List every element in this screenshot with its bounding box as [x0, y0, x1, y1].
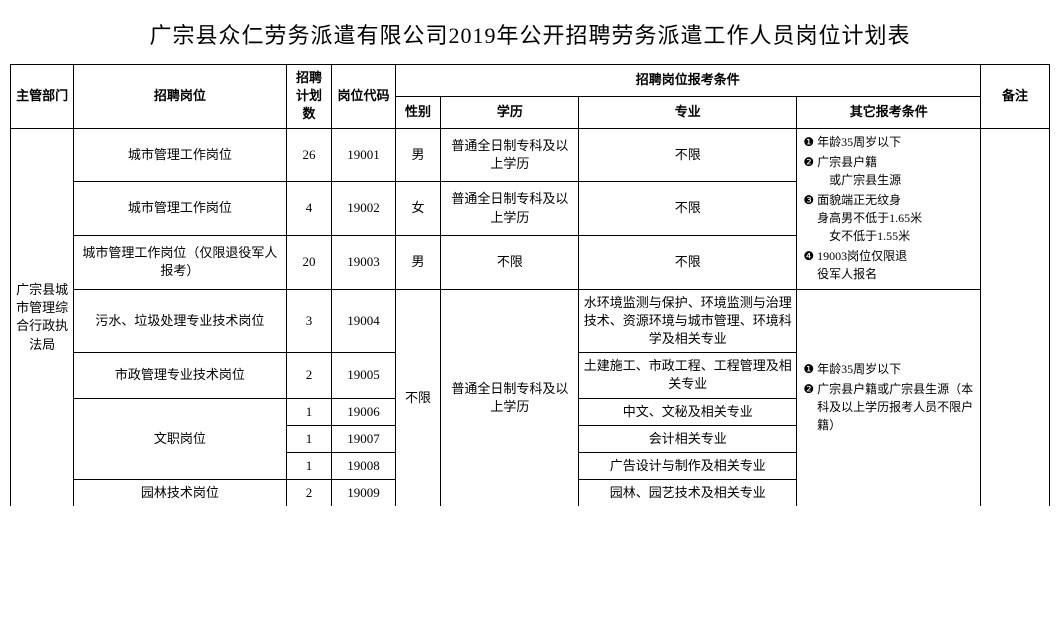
th-code: 岗位代码: [332, 65, 395, 129]
th-cond-group: 招聘岗位报考条件: [395, 65, 980, 97]
cell-sex: 男: [395, 128, 441, 182]
cell-position: 城市管理工作岗位: [74, 182, 286, 236]
cell-major: 不限: [579, 235, 797, 289]
cell-code: 19002: [332, 182, 395, 236]
other1-3b: 身高男不低于1.65米: [817, 211, 922, 225]
cell-plan: 4: [286, 182, 332, 236]
cell-major: 中文、文秘及相关专业: [579, 398, 797, 425]
cell-code: 19006: [332, 398, 395, 425]
cell-major: 土建施工、市政工程、工程管理及相关专业: [579, 353, 797, 398]
cell-sex: 男: [395, 235, 441, 289]
other2-1: 年龄35周岁以下: [817, 360, 974, 378]
th-edu: 学历: [441, 96, 579, 128]
cell-position: 文职岗位: [74, 398, 286, 480]
cell-code: 19001: [332, 128, 395, 182]
th-other: 其它报考条件: [797, 96, 981, 128]
cell-major: 不限: [579, 182, 797, 236]
cell-major: 广告设计与制作及相关专业: [579, 452, 797, 479]
cell-major: 不限: [579, 128, 797, 182]
cell-plan: 20: [286, 235, 332, 289]
cell-note: [981, 128, 1050, 506]
page-title: 广宗县众仁劳务派遣有限公司2019年公开招聘劳务派遣工作人员岗位计划表: [10, 18, 1050, 50]
cell-major: 会计相关专业: [579, 425, 797, 452]
other2-2: 广宗县户籍或广宗县生源（本科及以上学历报考人员不限户籍）: [817, 380, 974, 434]
cell-code: 19003: [332, 235, 395, 289]
cell-position: 城市管理工作岗位: [74, 128, 286, 182]
th-note: 备注: [981, 65, 1050, 129]
th-plan: 招聘计划数: [286, 65, 332, 129]
cell-code: 19009: [332, 480, 395, 507]
table-row: 广宗县城市管理综合行政执法局 城市管理工作岗位 26 19001 男 普通全日制…: [11, 128, 1050, 182]
cell-plan: 26: [286, 128, 332, 182]
cell-edu: 普通全日制专科及以上学历: [441, 182, 579, 236]
cell-edu: 不限: [441, 235, 579, 289]
cell-plan: 2: [286, 480, 332, 507]
cell-sex: 女: [395, 182, 441, 236]
cell-major: 水环境监测与保护、环境监测与治理技术、资源环境与城市管理、环境科学及相关专业: [579, 289, 797, 353]
cell-code: 19007: [332, 425, 395, 452]
other1-1: 年龄35周岁以下: [817, 133, 974, 151]
th-sex: 性别: [395, 96, 441, 128]
cell-plan: 1: [286, 425, 332, 452]
cell-major: 园林、园艺技术及相关专业: [579, 480, 797, 507]
cell-position: 污水、垃圾处理专业技术岗位: [74, 289, 286, 353]
other1-3c: 女不低于1.55米: [829, 229, 910, 243]
cell-code: 19005: [332, 353, 395, 398]
cell-other-2: ❶年龄35周岁以下 ❷广宗县户籍或广宗县生源（本科及以上学历报考人员不限户籍）: [797, 289, 981, 506]
other1-4a: 19003岗位仅限退: [817, 249, 907, 263]
plan-table: 主管部门 招聘岗位 招聘计划数 岗位代码 招聘岗位报考条件 备注 性别 学历 专…: [10, 64, 1050, 506]
cell-position: 园林技术岗位: [74, 480, 286, 507]
cell-edu-merge: 普通全日制专科及以上学历: [441, 289, 579, 506]
cell-plan: 1: [286, 398, 332, 425]
cell-code: 19004: [332, 289, 395, 353]
other1-4b: 役军人报名: [817, 267, 877, 281]
th-dept: 主管部门: [11, 65, 74, 129]
other1-3a: 面貌端正无纹身: [817, 193, 901, 207]
cell-other-1: ❶年龄35周岁以下 ❷广宗县户籍 或广宗县生源 ❸面貌端正无纹身身高男不低于1.…: [797, 128, 981, 289]
other1-2b: 或广宗县生源: [829, 173, 901, 187]
cell-code: 19008: [332, 452, 395, 479]
cell-edu: 普通全日制专科及以上学历: [441, 128, 579, 182]
th-major: 专业: [579, 96, 797, 128]
cell-sex-merge: 不限: [395, 289, 441, 506]
cell-plan: 1: [286, 452, 332, 479]
cell-dept: 广宗县城市管理综合行政执法局: [11, 128, 74, 506]
dept-text: 广宗县城市管理综合行政执法局: [16, 282, 68, 352]
th-position: 招聘岗位: [74, 65, 286, 129]
table-row: 污水、垃圾处理专业技术岗位 3 19004 不限 普通全日制专科及以上学历 水环…: [11, 289, 1050, 353]
cell-plan: 3: [286, 289, 332, 353]
other1-2a: 广宗县户籍: [817, 155, 877, 169]
cell-plan: 2: [286, 353, 332, 398]
cell-position: 城市管理工作岗位（仅限退役军人报考）: [74, 235, 286, 289]
cell-position: 市政管理专业技术岗位: [74, 353, 286, 398]
